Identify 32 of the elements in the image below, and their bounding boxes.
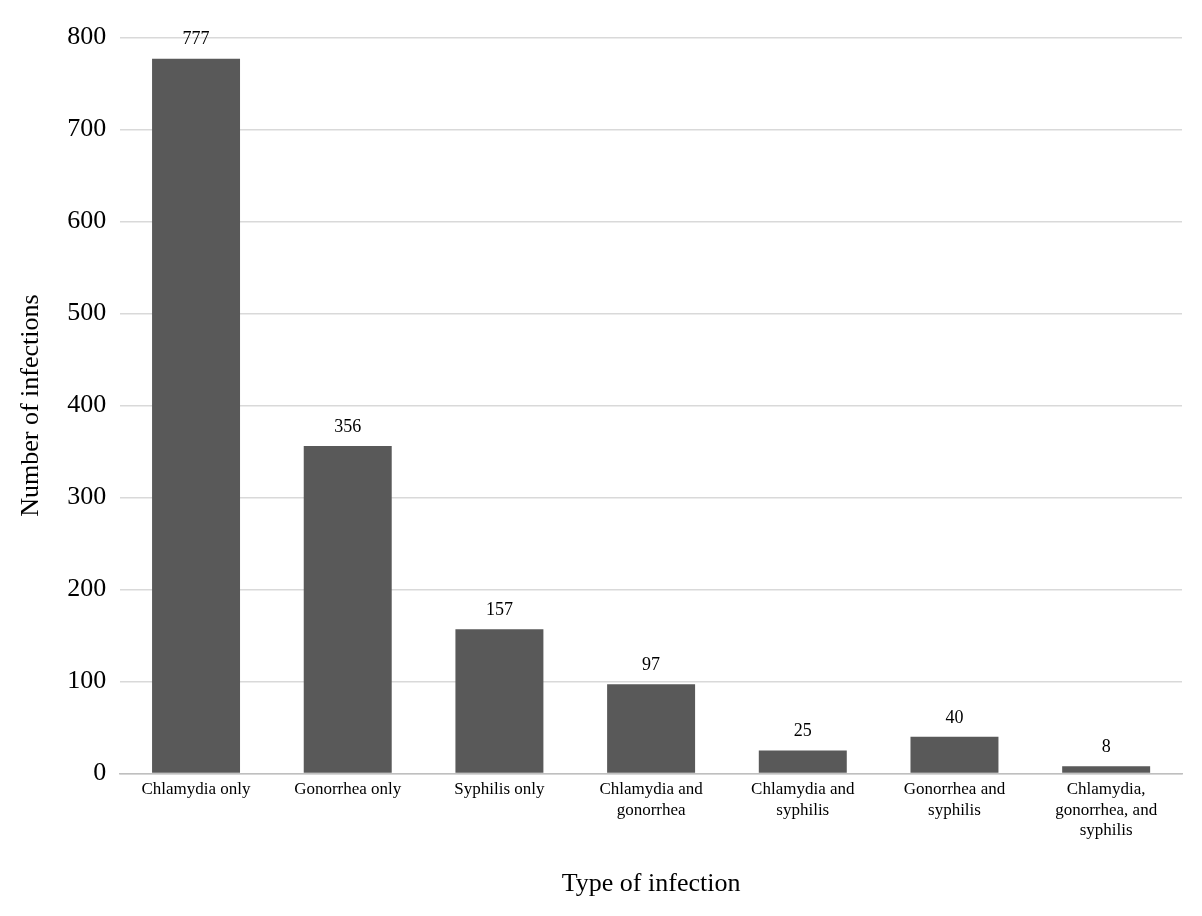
y-tick-label: 200 (67, 573, 107, 603)
data-label: 356 (334, 415, 362, 436)
data-label: 40 (945, 706, 964, 727)
y-tick-label: 100 (67, 665, 107, 695)
bar (1062, 766, 1151, 773)
data-label: 25 (793, 720, 812, 741)
data-label: 8 (1101, 735, 1111, 756)
x-tick-label: Chlamydia only (141, 779, 252, 799)
bar (910, 736, 999, 773)
x-tick-label: Chlamydia and gonorrhea (599, 779, 704, 819)
y-tick-label: 700 (67, 113, 107, 143)
y-axis-title: Number of infections (15, 294, 45, 517)
data-label: 157 (485, 598, 513, 619)
bar (303, 446, 392, 773)
bar (152, 58, 241, 773)
y-tick-label: 0 (93, 757, 107, 787)
y-tick-label: 500 (67, 297, 107, 327)
x-tick-label: Chlamydia and syphilis (751, 779, 855, 819)
y-tick-label: 600 (67, 205, 107, 235)
bar (607, 684, 696, 773)
y-tick-label: 300 (67, 481, 107, 511)
y-tick-label: 400 (67, 389, 107, 419)
x-axis-title: Type of infection (561, 868, 741, 898)
x-tick-label: Chlamydia, gonorrhea, and syphilis (1055, 779, 1158, 840)
x-tick-label: Syphilis only (454, 779, 546, 799)
y-tick-label: 800 (67, 21, 107, 51)
x-tick-label: Gonorrhea only (294, 779, 402, 799)
bar (758, 750, 847, 773)
data-label: 97 (642, 654, 661, 675)
data-label: 777 (182, 28, 210, 49)
bar (455, 629, 544, 773)
x-tick-label: Gonorrhea and syphilis (903, 779, 1006, 819)
